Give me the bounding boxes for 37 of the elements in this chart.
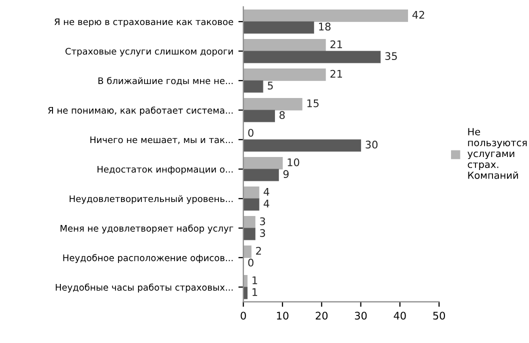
data-label: 3 <box>260 229 266 238</box>
x-tick-label: 20 <box>316 312 328 320</box>
data-label: 1 <box>252 288 258 296</box>
y-tick-label: Я не понимаю, как работает система... <box>48 106 233 116</box>
data-label: 21 <box>330 40 342 48</box>
data-label: 5 <box>268 82 273 90</box>
x-tick-label: 0 <box>240 312 246 320</box>
y-tick-label: Страховые услуги слишком дороги <box>66 48 233 56</box>
y-tick-label: Неудовлетворительный уровень... <box>70 195 233 204</box>
data-label: 0 <box>248 258 254 267</box>
data-label: 18 <box>319 22 331 31</box>
data-label: 21 <box>330 70 342 78</box>
y-tick-label: Меня не удовлетворяет набор услуг <box>60 224 234 234</box>
data-label: 35 <box>385 52 397 60</box>
y-tick-label: Неудобные часы работы страховых... <box>56 284 233 292</box>
x-tick-label: 50 <box>433 312 446 320</box>
data-label: 4 <box>264 200 270 208</box>
y-tick-label: Я не верю в страхование как таковое <box>54 18 234 27</box>
data-label: 4 <box>264 188 270 196</box>
data-label: 8 <box>280 111 285 120</box>
data-label: 1 <box>252 276 258 284</box>
data-label: 3 <box>260 217 266 226</box>
y-tick-label: Ничего не мешает, мы и так... <box>90 136 233 144</box>
data-label: 10 <box>288 158 300 166</box>
y-tick-label: Неудобное расположение офисов... <box>63 254 233 263</box>
legend-label: Не пользуются услугами страх. Компаний <box>468 128 527 179</box>
data-label: 2 <box>256 246 261 255</box>
x-tick-label: 30 <box>354 312 367 320</box>
y-tick-label: Недостаток информации о... <box>98 166 233 174</box>
data-label: 9 <box>283 170 289 178</box>
y-tick-label: В ближайшие годы мне не... <box>98 77 233 86</box>
data-label: 30 <box>366 140 378 149</box>
x-tick-label: 40 <box>394 312 406 320</box>
x-tick-label: 10 <box>277 312 288 320</box>
data-label: 0 <box>248 128 254 137</box>
data-label: 15 <box>307 99 319 108</box>
data-label: 42 <box>412 10 424 19</box>
